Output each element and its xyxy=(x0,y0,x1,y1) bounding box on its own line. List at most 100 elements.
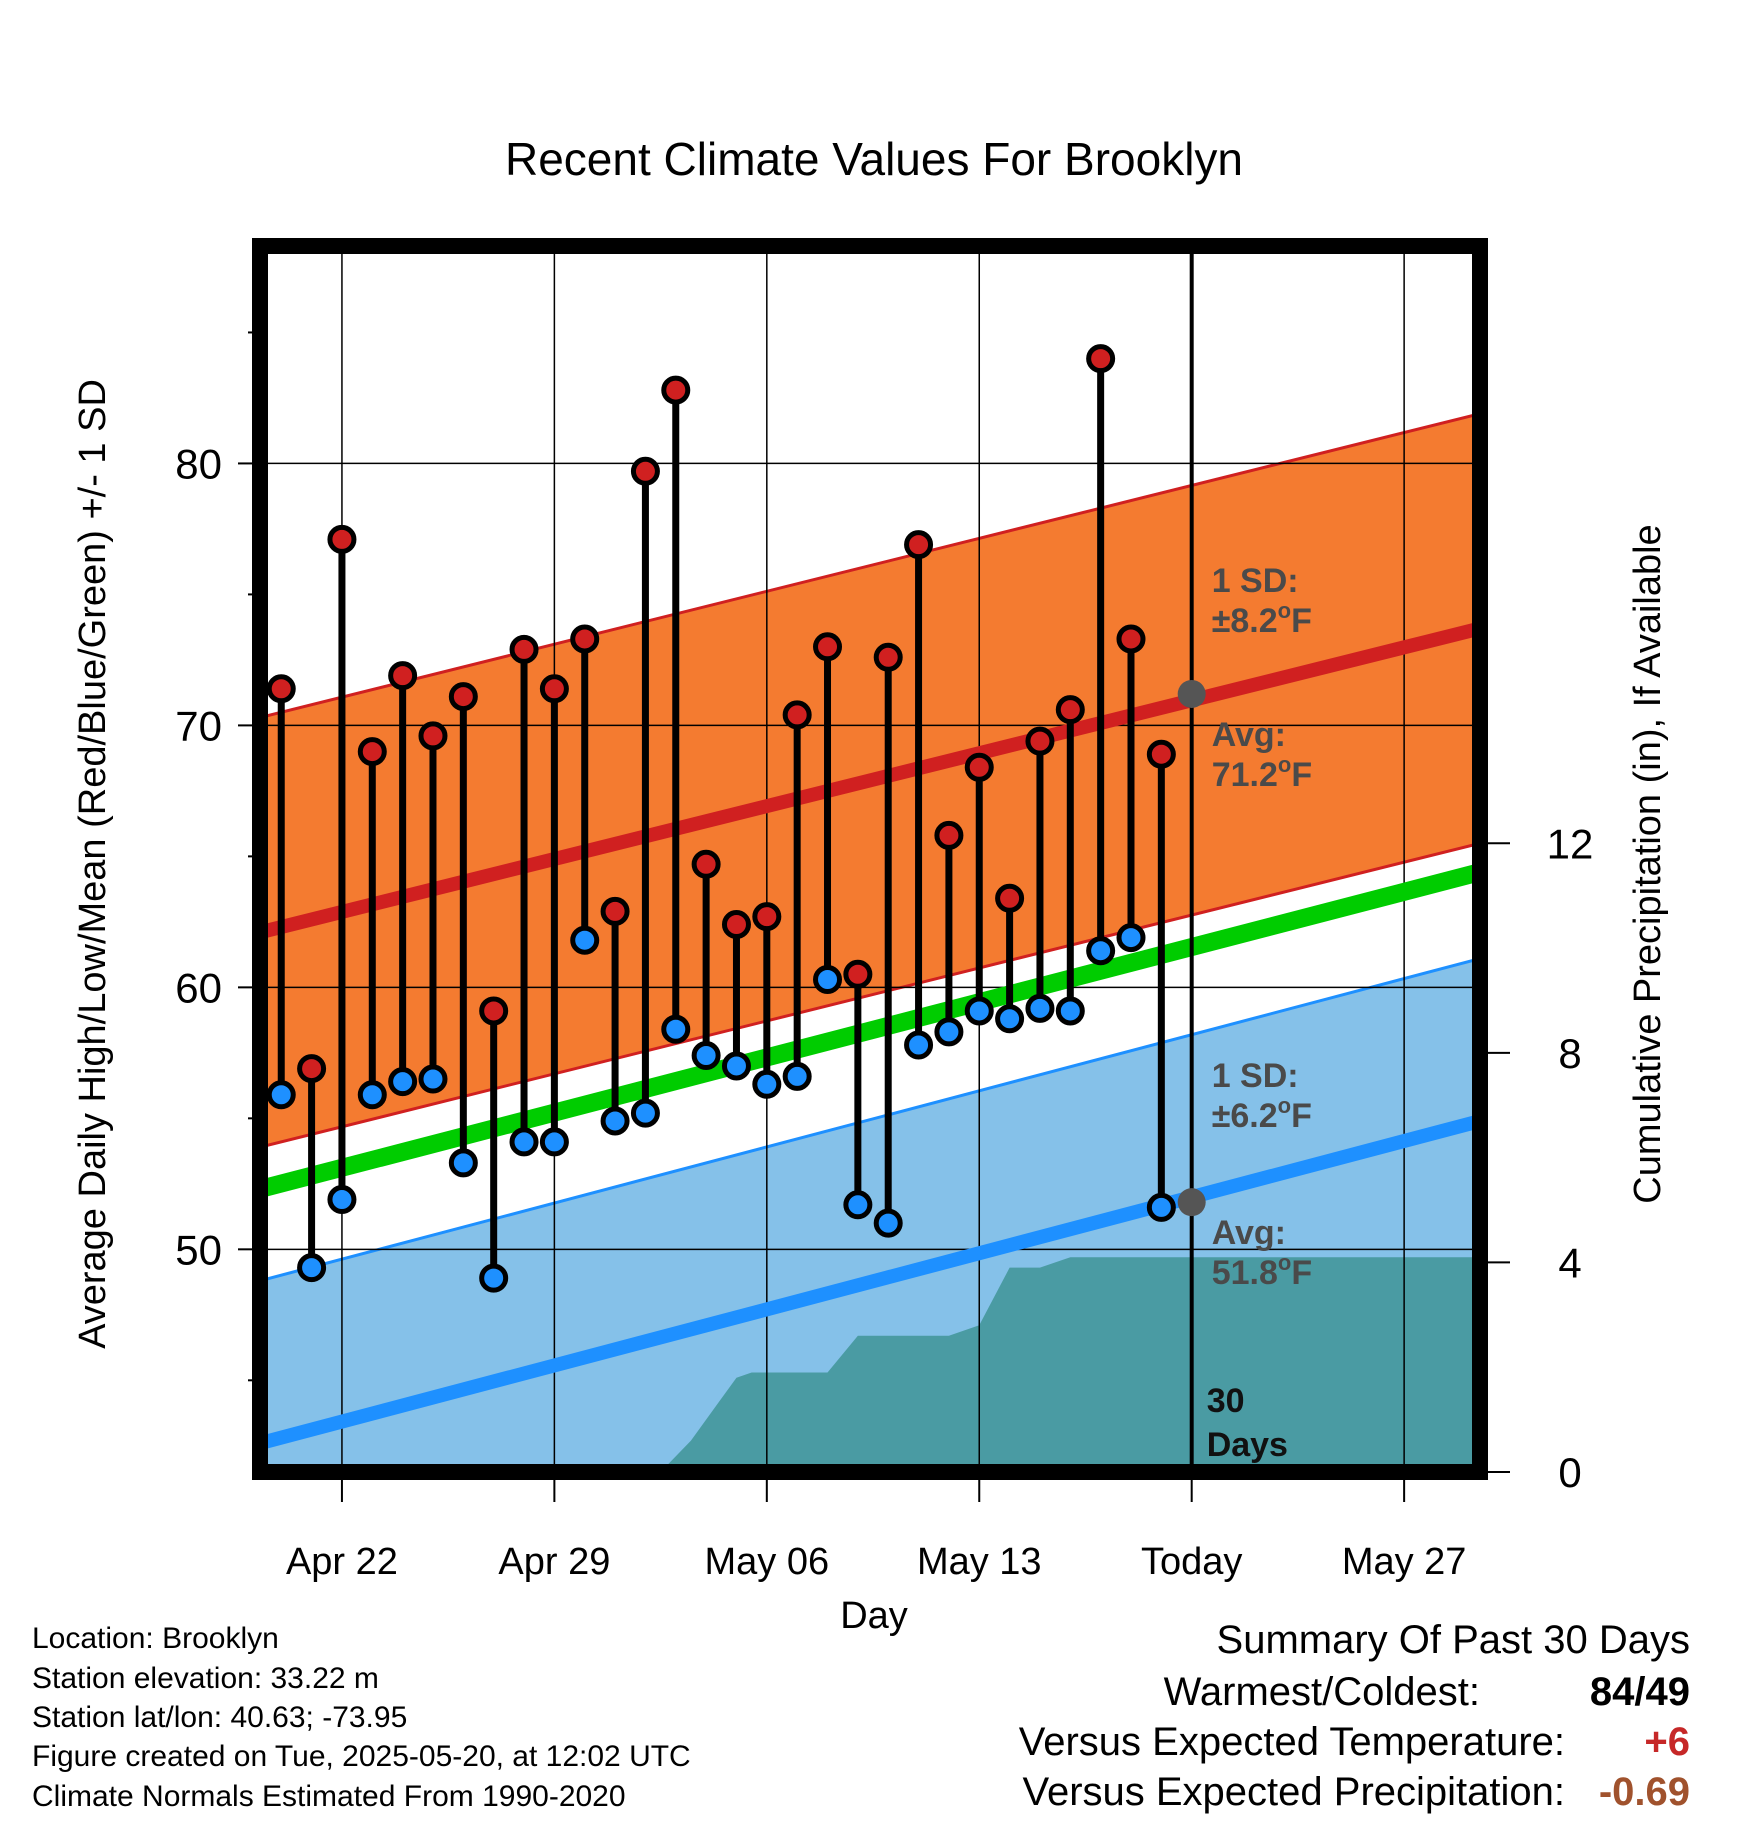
low-point xyxy=(266,1080,296,1110)
high-point xyxy=(509,634,539,664)
y2-tick-label: 4 xyxy=(1558,1239,1581,1286)
high-sd-upper-edge xyxy=(260,412,1480,719)
low-sd-annotation-value: ±6.2oF xyxy=(1212,1093,1312,1135)
precip-area xyxy=(260,1257,1480,1472)
high-avg-annotation-label: Avg: xyxy=(1212,716,1286,754)
high-point xyxy=(934,820,964,850)
high-point xyxy=(1055,695,1085,725)
low-point xyxy=(418,1064,448,1094)
low-point xyxy=(327,1185,357,1215)
high-point xyxy=(266,674,296,704)
high-point xyxy=(661,375,691,405)
warm-cold-value: 84/49 xyxy=(1589,1670,1690,1714)
low-average-line xyxy=(260,1114,1480,1450)
high-point xyxy=(752,902,782,932)
high-point xyxy=(479,996,509,1026)
precip-anomaly-label: Versus Expected Precipitation: xyxy=(1022,1770,1565,1814)
summary-heading: Summary Of Past 30 Days xyxy=(1216,1618,1690,1662)
low-point xyxy=(995,1004,1025,1034)
chart-title: Recent Climate Values For Brooklyn xyxy=(505,133,1243,185)
info-normals: Climate Normals Estimated From 1990-2020 xyxy=(32,1780,626,1813)
plot-frame xyxy=(252,238,1488,1480)
low-point xyxy=(630,1098,660,1128)
low-point xyxy=(1146,1192,1176,1222)
low-point xyxy=(752,1069,782,1099)
low-point xyxy=(843,1190,873,1220)
info-created: Figure created on Tue, 2025-05-20, at 12… xyxy=(32,1740,691,1773)
low-point xyxy=(357,1080,387,1110)
low-point xyxy=(539,1127,569,1157)
high-point xyxy=(1086,344,1116,374)
high-point xyxy=(721,909,751,939)
y-tick-label: 70 xyxy=(175,702,222,749)
high-point xyxy=(418,721,448,751)
y-axis-label: Average Daily High/Low/Mean (Red/Blue/Gr… xyxy=(72,379,114,1349)
y2-tick-label: 12 xyxy=(1547,820,1594,867)
precip-anomaly-value: -0.69 xyxy=(1598,1770,1690,1814)
temp-anomaly-label: Versus Expected Temperature: xyxy=(1018,1720,1565,1764)
low-point xyxy=(813,965,843,995)
low-point xyxy=(1055,996,1085,1026)
high-point xyxy=(1146,739,1176,769)
high-point xyxy=(297,1054,327,1084)
info-latlon: Station lat/lon: 40.63; -73.95 xyxy=(32,1701,408,1734)
y2-tick-label: 8 xyxy=(1558,1030,1581,1077)
info-location: Location: Brooklyn xyxy=(32,1622,279,1655)
low-point xyxy=(388,1067,418,1097)
low-point xyxy=(934,1017,964,1047)
high-point xyxy=(1025,726,1055,756)
high-point xyxy=(782,700,812,730)
high-point xyxy=(904,530,934,560)
high-point xyxy=(964,752,994,782)
high-avg-annotation-value: 71.2oF xyxy=(1212,752,1312,794)
low-avg-annotation-label: Avg: xyxy=(1212,1214,1286,1252)
high-point xyxy=(357,737,387,767)
low-sd-upper-edge xyxy=(260,957,1480,1283)
low-point xyxy=(448,1148,478,1178)
y-tick-label: 50 xyxy=(175,1226,222,1273)
temp-anomaly-value: +6 xyxy=(1644,1720,1690,1764)
low-avg-annotation-value: 51.8oF xyxy=(1212,1250,1312,1292)
low-point xyxy=(297,1253,327,1283)
high-point xyxy=(600,896,630,926)
high-point xyxy=(388,661,418,691)
y2-tick-label: 0 xyxy=(1558,1449,1581,1496)
low-point xyxy=(904,1030,934,1060)
high-point xyxy=(448,682,478,712)
low-point xyxy=(570,925,600,955)
y2-axis-label: Cumulative Precipitation (in), If Availa… xyxy=(1627,524,1669,1203)
low-point xyxy=(964,996,994,1026)
high-point xyxy=(327,524,357,554)
low-point xyxy=(1116,923,1146,953)
low-point xyxy=(661,1014,691,1044)
low-point xyxy=(479,1263,509,1293)
high-point xyxy=(539,674,569,704)
high-point xyxy=(873,642,903,672)
high-point xyxy=(813,632,843,662)
low-point xyxy=(721,1051,751,1081)
low-point xyxy=(873,1208,903,1238)
today-low-average-marker xyxy=(1177,1188,1206,1217)
x-tick-label: Apr 29 xyxy=(498,1541,610,1583)
x-axis-label: Day xyxy=(840,1595,908,1637)
high-point xyxy=(630,456,660,486)
high-point xyxy=(691,849,721,879)
x-tick-label: Apr 22 xyxy=(286,1541,398,1583)
info-elevation: Station elevation: 33.22 m xyxy=(32,1662,379,1695)
low-point xyxy=(509,1127,539,1157)
low-point xyxy=(1086,936,1116,966)
low-point xyxy=(600,1106,630,1136)
y-tick-label: 60 xyxy=(175,964,222,1011)
x-tick-label: May 13 xyxy=(917,1541,1042,1583)
x-tick-label: May 27 xyxy=(1342,1541,1467,1583)
low-point xyxy=(782,1061,812,1091)
high-point xyxy=(995,883,1025,913)
x-tick-label: May 06 xyxy=(705,1541,830,1583)
high-point xyxy=(843,959,873,989)
high-point xyxy=(570,624,600,654)
high-point xyxy=(1116,624,1146,654)
y-tick-label: 80 xyxy=(175,440,222,487)
period-label-line1: 30 xyxy=(1207,1382,1245,1420)
